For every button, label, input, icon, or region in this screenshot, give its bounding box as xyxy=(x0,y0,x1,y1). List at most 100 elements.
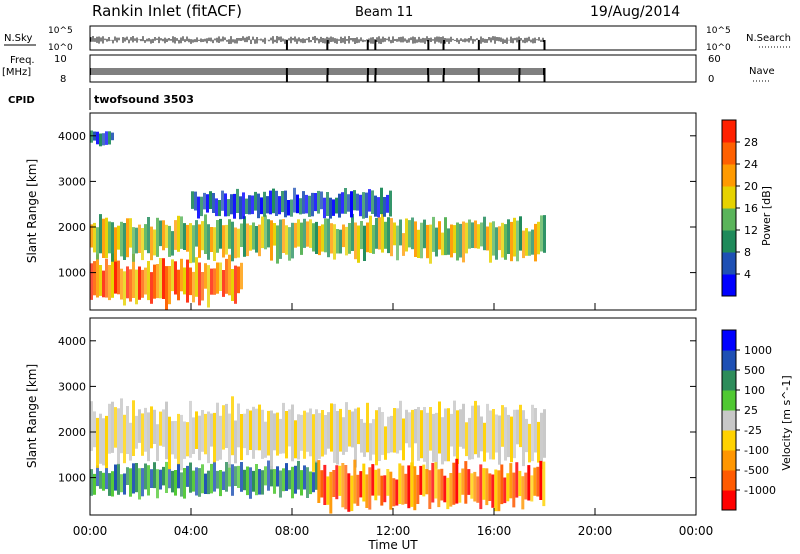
data-band-1-mark xyxy=(315,409,318,462)
data-band-0-mark xyxy=(99,265,102,296)
data-band-1-mark xyxy=(471,222,474,248)
data-band-1-mark xyxy=(258,405,261,451)
data-band-3-mark xyxy=(99,134,102,147)
data-band-1-mark xyxy=(174,421,177,459)
data-band-1-mark xyxy=(252,407,255,459)
data-band-0-mark xyxy=(204,263,207,289)
data-band-1-mark xyxy=(540,215,543,251)
data-band-1-mark xyxy=(483,217,486,251)
date-title: 19/Aug/2014 xyxy=(590,4,680,20)
data-band-1-mark xyxy=(102,219,105,258)
power-colorbar-swatch xyxy=(722,164,736,187)
velocity-colorbar-label: -100 xyxy=(744,444,769,457)
data-band-1-mark xyxy=(363,423,366,457)
data-band-2-mark xyxy=(509,463,512,498)
data-band-2-mark xyxy=(449,473,452,507)
data-band-1-mark xyxy=(450,414,453,447)
data-band-1-mark xyxy=(435,228,438,257)
power-colorbar-label: 16 xyxy=(744,202,758,215)
xtick-label: 12:00 xyxy=(376,524,411,538)
data-band-1-mark xyxy=(216,220,219,253)
data-band-0-mark xyxy=(168,266,171,304)
velocity-data-bands xyxy=(90,396,546,513)
data-band-2-mark xyxy=(236,189,239,213)
data-band-2-mark xyxy=(365,193,368,218)
data-band-1-mark xyxy=(129,218,132,247)
data-band-2-mark xyxy=(413,466,416,510)
data-band-2-mark xyxy=(296,195,299,214)
freq-right-tick-60: 60 xyxy=(708,54,721,65)
velocity-colorbar-swatch xyxy=(722,470,736,491)
data-band-1-mark xyxy=(207,224,210,260)
data-band-2-mark xyxy=(518,471,521,496)
data-band-2-mark xyxy=(497,470,500,511)
data-band-2-mark xyxy=(260,197,263,214)
data-band-2-mark xyxy=(515,462,518,497)
data-band-0-mark xyxy=(120,474,123,492)
data-band-0-mark xyxy=(234,266,237,304)
data-band-1-mark xyxy=(105,416,108,468)
data-band-2-mark xyxy=(461,469,464,495)
data-band-0-mark xyxy=(159,258,162,298)
data-band-1-mark xyxy=(273,223,276,246)
noise-right-tick-bottom: 10^0 xyxy=(706,43,731,53)
data-band-1-mark xyxy=(294,223,297,248)
data-band-1-mark xyxy=(414,409,417,443)
data-band-1-mark xyxy=(141,413,144,455)
data-band-0-mark xyxy=(219,470,222,496)
data-band-1-mark xyxy=(294,420,297,458)
data-band-0-mark xyxy=(180,472,183,496)
data-band-1-mark xyxy=(495,227,498,259)
data-band-1-mark xyxy=(456,223,459,261)
data-band-1-mark xyxy=(297,414,300,459)
noise-panel: N.Sky 10^5 10^0 10^5 10^0 N.Search xyxy=(4,26,791,53)
data-band-1-mark xyxy=(501,405,504,447)
xtick-label: 00:00 xyxy=(679,524,714,538)
data-band-1-mark xyxy=(267,219,270,247)
data-band-1-mark xyxy=(501,223,504,258)
data-band-1-mark xyxy=(192,417,195,454)
data-band-0-mark xyxy=(189,463,192,493)
data-band-2-mark xyxy=(254,192,257,211)
data-band-0-mark xyxy=(228,255,231,296)
data-band-1-mark xyxy=(120,222,123,257)
data-band-2-mark xyxy=(386,195,389,213)
data-band-0-mark xyxy=(276,466,279,486)
data-band-1-mark xyxy=(408,412,411,447)
data-band-2-mark xyxy=(491,475,494,508)
cpid-label: CPID xyxy=(8,95,35,106)
data-band-1-mark xyxy=(189,223,192,263)
data-band-2-mark xyxy=(431,463,434,503)
data-band-1-mark xyxy=(474,401,477,454)
data-band-1-mark xyxy=(456,410,459,464)
data-band-2-mark xyxy=(293,188,296,213)
data-band-1-mark xyxy=(342,417,345,455)
data-band-1-mark xyxy=(123,223,126,260)
data-band-0-mark xyxy=(108,265,111,300)
data-band-2-mark xyxy=(392,478,395,506)
data-band-1-mark xyxy=(378,407,381,461)
data-band-2-mark xyxy=(338,466,341,496)
data-band-2-mark xyxy=(539,461,542,500)
data-band-2-mark xyxy=(272,189,275,214)
data-band-1-mark xyxy=(378,217,381,249)
velocity-colorbar-swatch xyxy=(722,390,736,411)
data-band-1-mark xyxy=(282,219,285,253)
data-band-1-mark xyxy=(450,225,453,258)
data-band-1-mark xyxy=(222,405,225,449)
data-band-2-mark xyxy=(398,463,401,504)
data-band-1-mark xyxy=(270,411,273,470)
data-band-0-mark xyxy=(258,469,261,495)
data-band-1-mark xyxy=(195,220,198,247)
data-band-1-mark xyxy=(354,223,357,260)
data-band-1-mark xyxy=(237,229,240,258)
data-band-1-mark xyxy=(180,415,183,470)
data-band-1-mark xyxy=(396,226,399,261)
data-band-1-mark xyxy=(318,226,321,255)
data-band-1-mark xyxy=(276,225,279,263)
data-band-2-mark xyxy=(248,195,251,214)
data-band-1-mark xyxy=(270,220,273,260)
data-band-0-mark xyxy=(222,472,225,491)
data-band-2-mark xyxy=(524,473,527,500)
data-band-2-mark xyxy=(425,469,428,494)
